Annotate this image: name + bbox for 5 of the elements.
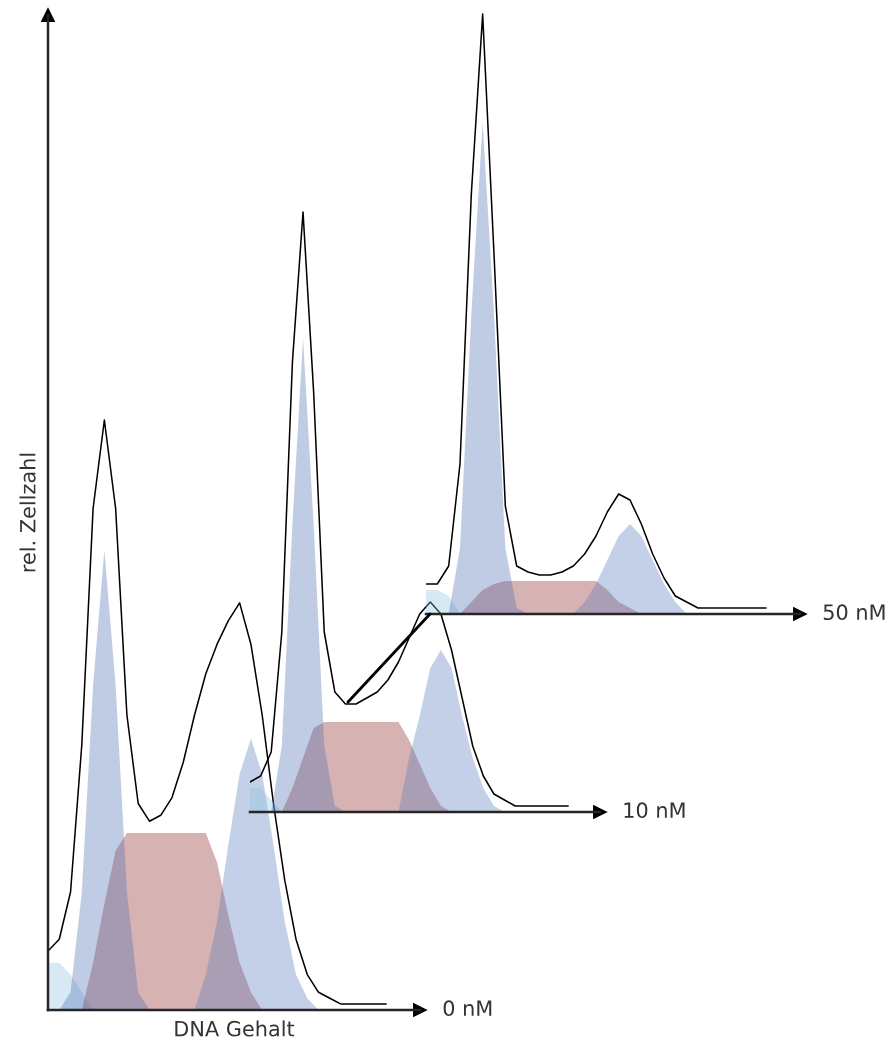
x-axis-title: DNA Gehalt [175, 1020, 295, 1037]
text: 0 nM [443, 1000, 492, 1017]
text: 10 nM [624, 802, 685, 819]
text: 50 nM [823, 604, 885, 621]
y-axis-title: rel. Zellzahl [19, 453, 36, 572]
